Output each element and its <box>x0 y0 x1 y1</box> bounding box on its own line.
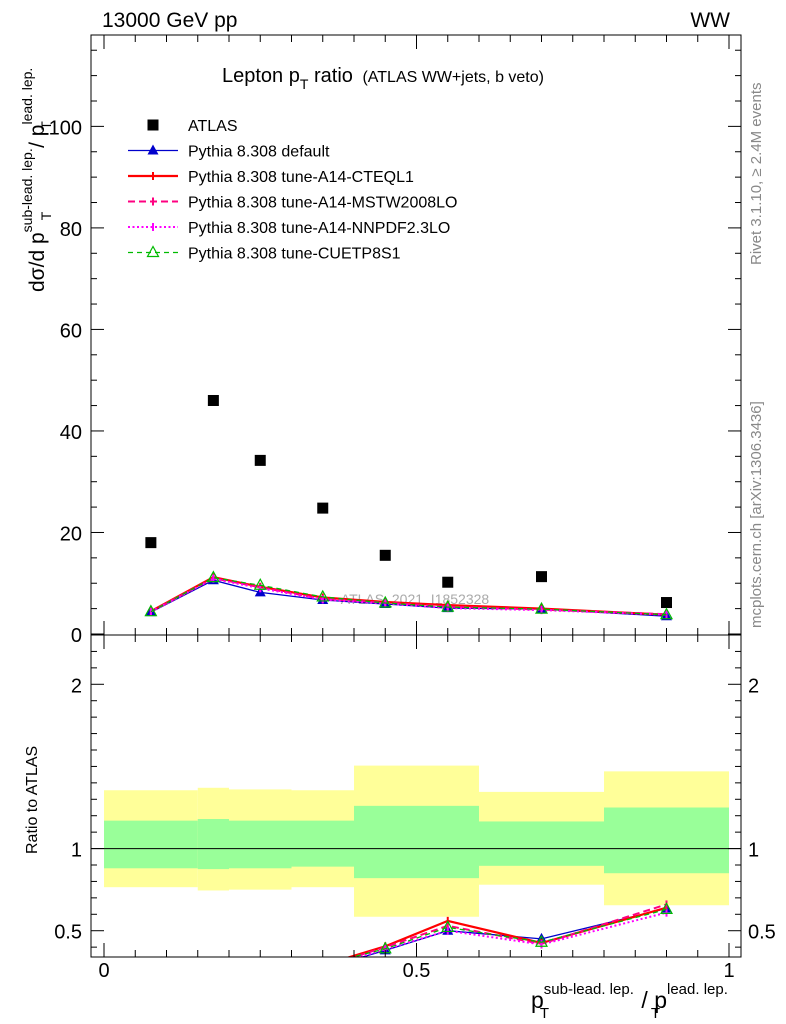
legend-label: Pythia 8.308 tune-A14-NNPDF2.3LO <box>188 220 450 237</box>
ratio-panel: 0.5 0.5 1 1 2 2 0 0.5 1 Ratio to ATLAS psub-lead… <box>24 634 776 1022</box>
header-right-label: WW <box>690 9 730 32</box>
ratio-point-cuetp <box>208 967 219 977</box>
legend-item-mstw: Pythia 8.308 tune-A14-MSTW2008LO <box>128 195 457 212</box>
data-point-atlas <box>442 576 454 588</box>
legend-marker <box>146 245 160 258</box>
uncertainty-band-1sigma <box>604 807 729 874</box>
ratio-y-tick-label: 1 <box>71 840 82 862</box>
legend-item-default: Pythia 8.308 default <box>128 144 330 161</box>
ratio-series-cuetp <box>145 902 674 977</box>
y-tick-label: 0 <box>71 625 82 647</box>
ratio-point-cuetp <box>255 961 266 971</box>
x-axis-label: psub-lead. lep. T / plead. lep. T <box>531 981 728 1022</box>
ratio-y-tick-label: 0.5 <box>54 922 82 944</box>
uncertainty-band-1sigma <box>479 821 604 866</box>
legend-label: Pythia 8.308 tune-A14-MSTW2008LO <box>188 195 457 212</box>
data-point-atlas <box>536 571 547 583</box>
ratio-y-tick-label-right: 0.5 <box>748 922 776 944</box>
ratio-point-default <box>255 967 266 977</box>
chart-title: Lepton pT ratio (ATLAS WW+jets, b veto) <box>222 65 544 92</box>
data-point-cuetp <box>144 604 158 617</box>
uncertainty-band-1sigma <box>229 820 292 869</box>
data-point-atlas <box>317 502 329 514</box>
data-point-cuetp <box>378 595 392 608</box>
ratio-point-cuetp <box>145 967 156 977</box>
ratio-y-tick-label-right: 2 <box>748 675 759 697</box>
legend-marker <box>147 144 159 155</box>
legend-label: Pythia 8.308 tune-A14-CTEQL1 <box>188 169 414 186</box>
series-cuetp <box>144 570 674 620</box>
legend-item-nnpdf: Pythia 8.308 tune-A14-NNPDF2.3LO <box>128 220 450 237</box>
mcplots-label: mcplots.cern.ch [arXiv:1306.3436] <box>748 401 765 628</box>
y-tick-label: 20 <box>60 523 82 545</box>
legend-label: Pythia 8.308 default <box>188 144 330 161</box>
ratio-point-cuetp <box>534 934 549 947</box>
legend-marker <box>147 119 159 131</box>
uncertainty-band-1sigma <box>354 805 479 879</box>
y-tick-label: 80 <box>60 219 82 241</box>
legend: ATLAS Pythia 8.308 default Pythia 8.308 tu… <box>128 118 457 263</box>
x-tick-label: 1 <box>723 960 734 982</box>
data-point-atlas <box>145 537 157 549</box>
data-point-atlas <box>254 454 266 466</box>
x-tick-label: 0.5 <box>403 960 431 982</box>
data-point-cuetp <box>316 589 330 602</box>
data-point-atlas <box>661 597 672 609</box>
y-tick-label: 100 <box>49 117 82 139</box>
series-atlas <box>145 394 672 609</box>
data-point-cuetp <box>534 601 549 614</box>
legend-item-atlas: ATLAS <box>147 118 238 135</box>
data-point-atlas <box>379 549 391 561</box>
uncertainty-band-1sigma <box>197 819 229 870</box>
ratio-point-default <box>317 963 328 973</box>
rivet-version-label: Rivet 3.1.10, ≥ 2.4M events <box>748 83 765 266</box>
data-point-cuetp <box>253 578 267 590</box>
ratio-line-cuetp <box>350 908 667 957</box>
ratio-y-axis-label: Ratio to ATLAS <box>24 746 41 854</box>
x-tick-label: 0 <box>98 960 109 982</box>
ratio-point-cuetp <box>317 959 328 969</box>
legend-label: Pythia 8.308 tune-CUETP8S1 <box>188 246 401 263</box>
y-axis-label: dσ/d psub-lead. lep. T / plead. lep.T <box>19 68 54 292</box>
ratio-point-cuetp <box>441 920 455 933</box>
y-tick-label: 40 <box>60 422 82 444</box>
series-line-nnpdf <box>150 577 667 616</box>
data-point-cuetp <box>206 570 220 583</box>
chart-title-note: (ATLAS WW+jets, b veto) <box>362 69 544 86</box>
legend-item-cuetp: Pythia 8.308 tune-CUETP8S1 <box>128 245 401 263</box>
ratio-point-default <box>145 968 156 978</box>
data-point-cuetp <box>441 599 455 612</box>
uncertainty-band-1sigma <box>104 820 198 869</box>
data-point-atlas <box>207 394 219 406</box>
ratio-point-default <box>208 969 219 979</box>
y-tick-label: 60 <box>60 320 82 342</box>
ratio-line-default <box>360 907 667 957</box>
ratio-point-cuetp <box>659 902 674 914</box>
legend-item-cteql1: Pythia 8.308 tune-A14-CTEQL1 <box>128 169 414 186</box>
uncertainty-band-1sigma <box>291 820 354 867</box>
legend-label: ATLAS <box>188 118 238 135</box>
data-point-cuetp <box>659 607 674 620</box>
ratio-y-tick-label: 2 <box>71 675 82 697</box>
ratio-y-tick-label-right: 1 <box>748 840 759 862</box>
header-left-label: 13000 GeV pp <box>102 9 237 32</box>
